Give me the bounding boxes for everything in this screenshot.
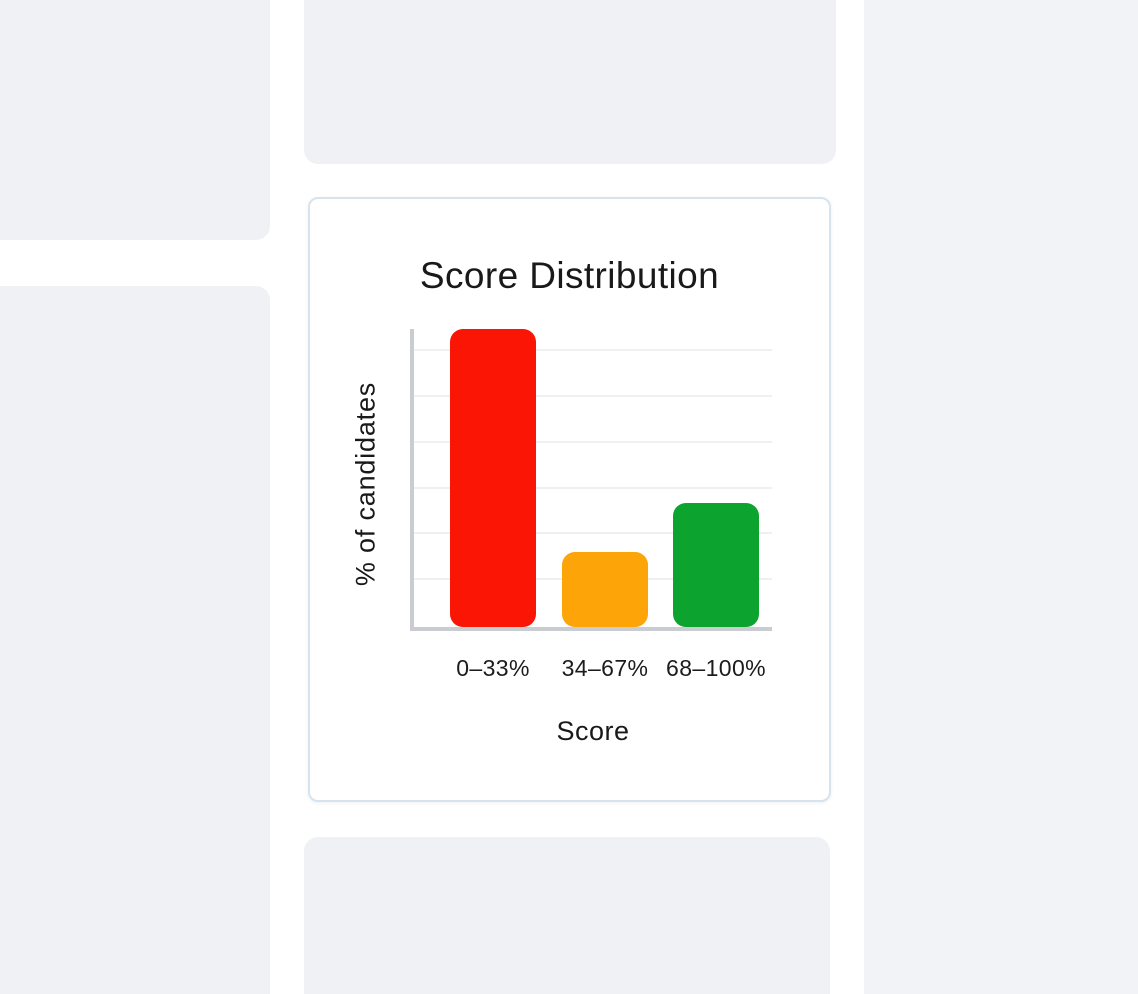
bar-0-33 [450,329,536,627]
placeholder-panel-middle-top [304,0,836,164]
placeholder-panel-right [864,0,1138,994]
placeholder-panel-middle-bottom [304,837,830,994]
y-axis-label: % of candidates [350,381,381,587]
placeholder-panel-left-bottom [0,286,270,994]
gridline [414,349,772,351]
x-tick-label: 34–67% [561,655,649,681]
gridline [414,487,772,489]
chart-title: Score Distribution [419,255,720,296]
placeholder-panel-left-top [0,0,270,240]
bar-34-67 [562,552,648,627]
gridline [414,395,772,397]
plot-area [410,329,772,631]
bar-68-100 [673,503,759,627]
x-tick-label: 0–33% [456,655,530,681]
x-axis-ticks: 0–33% 34–67% 68–100% [414,655,772,685]
score-distribution-card: Score Distribution % of candidates 0–33%… [308,197,831,802]
gridline [414,441,772,443]
x-axis-label: Score [556,716,630,746]
x-tick-label: 68–100% [666,655,766,681]
gridline [414,532,772,534]
